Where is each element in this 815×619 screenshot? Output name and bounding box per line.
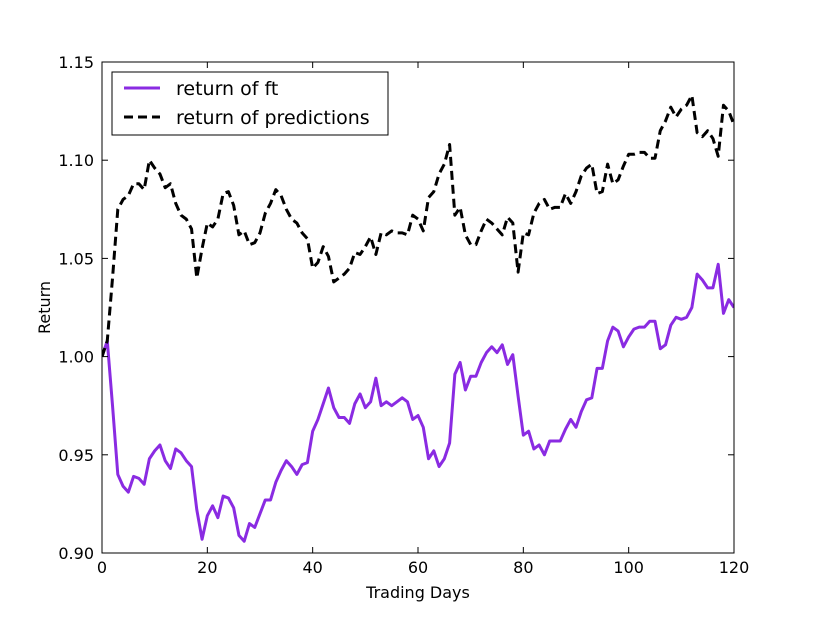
x-tick-label: 60	[408, 558, 428, 577]
y-tick-label: 1.05	[58, 249, 94, 268]
x-tick-label: 0	[97, 558, 107, 577]
x-tick-label: 80	[513, 558, 533, 577]
x-tick-label: 100	[613, 558, 644, 577]
y-tick-label: 1.00	[58, 348, 94, 367]
legend-label-return-of-predictions: return of predictions	[176, 107, 370, 129]
y-tick-label: 1.10	[58, 151, 94, 170]
y-tick-label: 0.90	[58, 544, 94, 563]
plot-frame	[101, 61, 735, 554]
legend-label-return-of-ft: return of ft	[176, 78, 278, 100]
x-tick-label: 20	[197, 558, 217, 577]
x-tick-label: 40	[302, 558, 322, 577]
y-tick-label: 0.95	[58, 446, 94, 465]
y-tick-label: 1.15	[58, 53, 94, 72]
x-axis-label: Trading Days	[365, 583, 470, 602]
legend-box	[111, 71, 389, 136]
series-line-return-of-ft	[102, 262, 734, 543]
legend: return of ft return of predictions	[111, 71, 389, 136]
x-tick-label: 120	[719, 558, 750, 577]
series-line-return-of-predictions	[102, 93, 734, 358]
y-axis-label: Return	[35, 281, 54, 334]
